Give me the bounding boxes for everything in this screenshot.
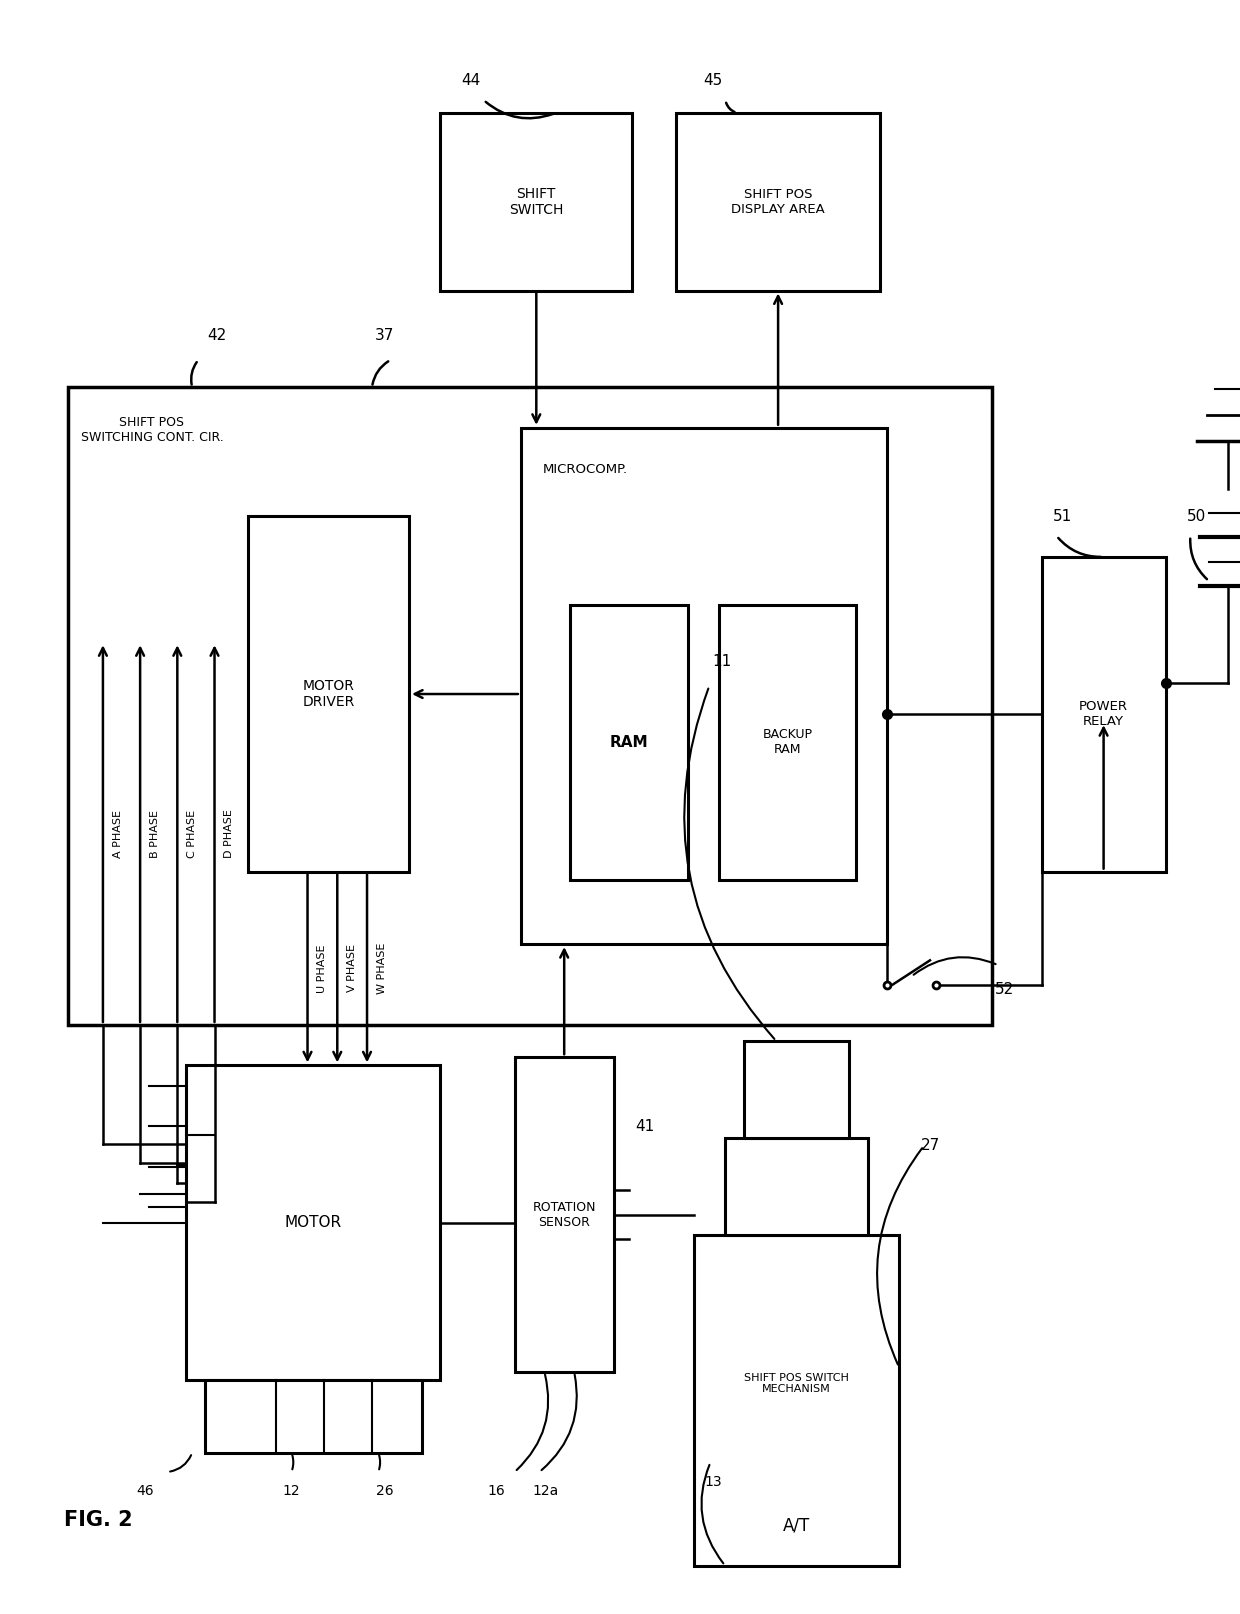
Text: 50: 50 — [1187, 508, 1207, 525]
Bar — [725, 1138, 868, 1235]
Text: U PHASE: U PHASE — [317, 944, 327, 993]
Text: FIG. 2: FIG. 2 — [64, 1511, 133, 1530]
Bar — [68, 387, 992, 1025]
Text: 44: 44 — [461, 73, 481, 89]
Bar — [1042, 557, 1166, 872]
Text: 11: 11 — [712, 654, 732, 670]
Text: ROTATION
SENSOR: ROTATION SENSOR — [532, 1201, 596, 1228]
Bar — [248, 516, 409, 872]
Text: C PHASE: C PHASE — [187, 810, 197, 857]
Bar — [205, 1380, 422, 1453]
Text: MICROCOMP.: MICROCOMP. — [543, 463, 629, 476]
Text: 52: 52 — [994, 981, 1014, 997]
Text: SHIFT
SWITCH: SHIFT SWITCH — [510, 187, 563, 216]
Text: 16: 16 — [487, 1485, 505, 1498]
Text: SHIFT POS SWITCH
MECHANISM: SHIFT POS SWITCH MECHANISM — [744, 1374, 849, 1394]
Bar — [676, 113, 880, 291]
Text: 12: 12 — [283, 1485, 300, 1498]
Text: 13: 13 — [704, 1475, 722, 1488]
Text: 46: 46 — [136, 1485, 154, 1498]
Bar — [515, 1057, 614, 1372]
Bar — [186, 1065, 440, 1380]
Bar — [719, 605, 856, 880]
Bar — [744, 1041, 849, 1138]
Bar — [440, 113, 632, 291]
Text: MOTOR: MOTOR — [284, 1215, 342, 1230]
Text: 42: 42 — [207, 328, 227, 344]
Text: V PHASE: V PHASE — [347, 944, 357, 993]
Text: MOTOR
DRIVER: MOTOR DRIVER — [303, 679, 355, 709]
Text: RAM: RAM — [610, 734, 649, 751]
Text: 41: 41 — [635, 1119, 655, 1135]
Text: A PHASE: A PHASE — [113, 810, 123, 857]
Bar — [521, 428, 887, 944]
Text: 12a: 12a — [532, 1485, 559, 1498]
Text: POWER
RELAY: POWER RELAY — [1079, 700, 1128, 728]
Text: 26: 26 — [376, 1485, 393, 1498]
Text: 37: 37 — [374, 328, 394, 344]
Text: 45: 45 — [703, 73, 723, 89]
Bar — [570, 605, 688, 880]
Text: A/T: A/T — [784, 1517, 810, 1535]
Text: W PHASE: W PHASE — [377, 943, 387, 994]
Text: D PHASE: D PHASE — [224, 809, 234, 859]
Text: BACKUP
RAM: BACKUP RAM — [763, 728, 812, 757]
Bar — [694, 1235, 899, 1566]
Text: SHIFT POS
SWITCHING CONT. CIR.: SHIFT POS SWITCHING CONT. CIR. — [81, 416, 223, 444]
Text: B PHASE: B PHASE — [150, 810, 160, 857]
Text: 27: 27 — [920, 1138, 940, 1154]
Text: SHIFT POS
DISPLAY AREA: SHIFT POS DISPLAY AREA — [732, 187, 825, 216]
Text: 51: 51 — [1053, 508, 1073, 525]
